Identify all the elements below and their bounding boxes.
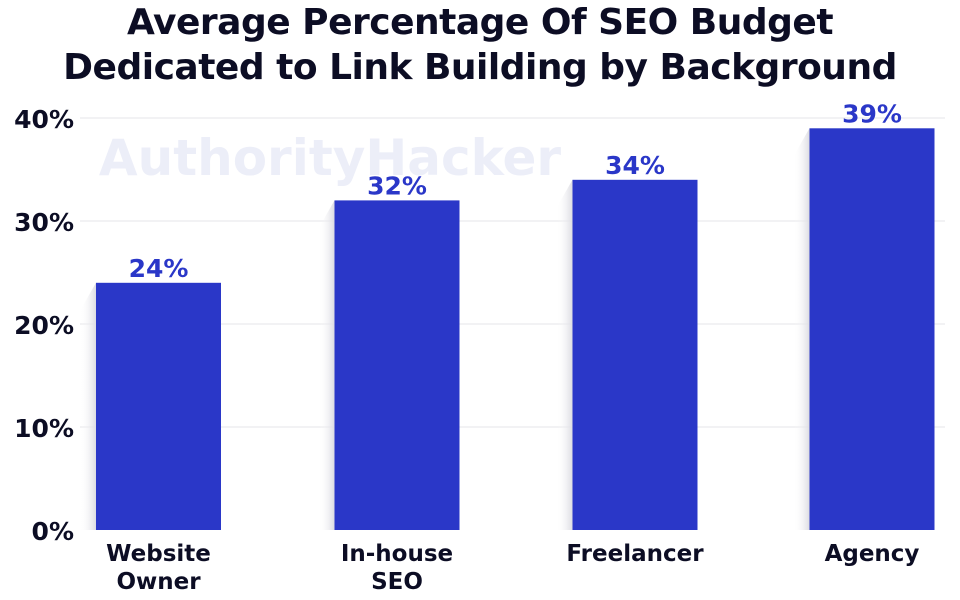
- value-label: 39%: [842, 99, 902, 128]
- category-label: In-house: [341, 541, 453, 567]
- category-label: Website: [106, 541, 211, 567]
- bar: [334, 200, 460, 530]
- bar-shadow: [318, 200, 335, 530]
- value-label: 32%: [367, 171, 427, 200]
- value-labels: 24% 32% 34% 39%: [129, 99, 902, 282]
- y-tick-label: 40%: [14, 105, 74, 134]
- category-label: SEO: [371, 569, 423, 595]
- bar: [572, 179, 698, 531]
- watermark-logo: AuthorityHacker: [99, 129, 561, 187]
- y-tick-label: 20%: [14, 311, 74, 340]
- chart-title-line-2: Dedicated to Link Building by Background: [63, 47, 897, 88]
- bars: [80, 128, 935, 531]
- category-label: Freelancer: [566, 541, 704, 567]
- value-label: 24%: [129, 254, 189, 283]
- bar-shadow: [556, 179, 573, 531]
- bar: [809, 128, 935, 531]
- chart-title-line-1: Average Percentage Of SEO Budget: [126, 2, 834, 43]
- y-tick-label: 10%: [14, 414, 74, 443]
- category-label: Owner: [116, 569, 201, 595]
- bar: [96, 282, 221, 530]
- value-label: 34%: [605, 151, 665, 180]
- y-axis: 0% 10% 20% 30% 40%: [14, 105, 74, 546]
- category-label: Agency: [825, 541, 920, 567]
- y-tick-label: 30%: [14, 208, 74, 237]
- bar-shadow: [793, 128, 810, 531]
- bar-shadow: [80, 282, 96, 530]
- y-tick-label: 0%: [32, 517, 74, 546]
